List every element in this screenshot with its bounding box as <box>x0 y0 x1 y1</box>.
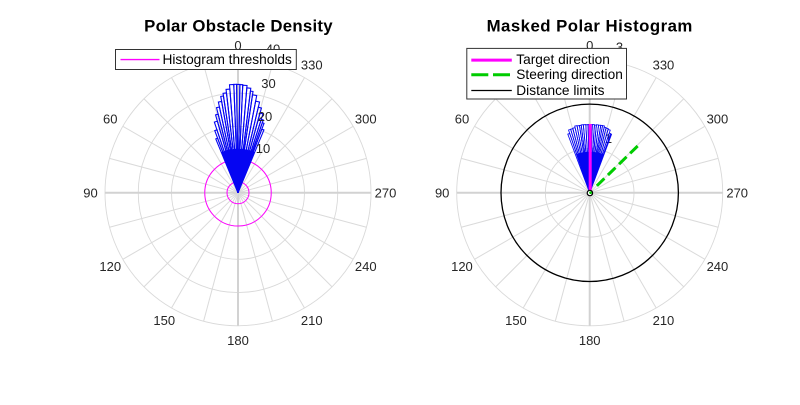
svg-text:Histogram thresholds: Histogram thresholds <box>163 52 292 67</box>
svg-text:270: 270 <box>375 185 397 200</box>
svg-text:120: 120 <box>99 259 121 274</box>
svg-text:180: 180 <box>227 333 249 348</box>
svg-text:330: 330 <box>653 58 675 73</box>
svg-text:270: 270 <box>726 185 748 200</box>
svg-text:60: 60 <box>455 112 469 127</box>
svg-text:120: 120 <box>451 259 473 274</box>
svg-text:300: 300 <box>707 112 729 127</box>
svg-text:300: 300 <box>355 112 377 127</box>
svg-text:Polar Obstacle Density: Polar Obstacle Density <box>144 16 333 35</box>
svg-text:240: 240 <box>355 259 377 274</box>
svg-text:90: 90 <box>435 185 449 200</box>
svg-text:150: 150 <box>505 313 527 328</box>
svg-text:Distance limits: Distance limits <box>516 83 604 98</box>
svg-text:210: 210 <box>653 313 675 328</box>
svg-text:90: 90 <box>83 185 97 200</box>
svg-text:20: 20 <box>258 109 272 124</box>
svg-text:150: 150 <box>153 313 175 328</box>
svg-text:60: 60 <box>103 112 117 127</box>
svg-text:180: 180 <box>579 333 601 348</box>
svg-text:30: 30 <box>261 76 275 91</box>
svg-text:Masked Polar Histogram: Masked Polar Histogram <box>487 16 693 35</box>
svg-text:Target direction: Target direction <box>516 52 610 67</box>
svg-text:Steering direction: Steering direction <box>516 67 623 82</box>
svg-text:10: 10 <box>256 141 270 156</box>
svg-text:3: 3 <box>616 40 623 55</box>
svg-text:0: 0 <box>234 38 241 53</box>
svg-text:210: 210 <box>301 313 323 328</box>
svg-text:1: 1 <box>605 131 612 146</box>
svg-text:330: 330 <box>301 58 323 73</box>
svg-text:240: 240 <box>707 259 729 274</box>
svg-text:0: 0 <box>586 38 593 53</box>
